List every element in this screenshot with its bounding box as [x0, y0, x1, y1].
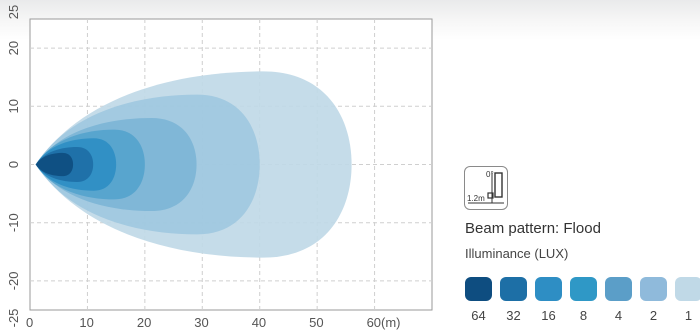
x-tick-label: 30: [194, 315, 208, 330]
illuminance-title: Illuminance (LUX): [465, 246, 569, 261]
mount-height: 1.2m: [467, 194, 485, 203]
legend-value: 64: [471, 308, 486, 323]
legend-swatch: [465, 277, 492, 301]
y-tick-label: -20: [6, 272, 21, 291]
illuminance-legend: 64 32 16 8 4 2 1: [465, 277, 700, 323]
y-tick-label: -10: [6, 213, 21, 232]
legend-swatch: [640, 277, 667, 301]
x-tick-label: 50: [309, 315, 323, 330]
legend-value: 2: [649, 308, 658, 323]
legend-value: 8: [579, 308, 588, 323]
legend-item-32: 32: [500, 277, 527, 323]
legend-item-1: 1: [675, 277, 700, 323]
y-tick-label: 25: [6, 5, 21, 19]
legend-item-2: 2: [640, 277, 667, 323]
legend-item-64: 64: [465, 277, 492, 323]
x-axis-ticks: 0 10 20 30 40 50 60(m): [26, 315, 401, 330]
beam-pattern-label: Beam pattern: Flood: [465, 220, 601, 237]
legend-swatch: [535, 277, 562, 301]
x-tick-label: 20: [137, 315, 151, 330]
legend-swatch: [570, 277, 597, 301]
x-tick-label: 10: [79, 315, 93, 330]
legend-value: 4: [614, 308, 623, 323]
y-tick-label: 0: [6, 161, 21, 168]
beam-chart: 0 10 20 30 40 50 60(m) 25 20 10 0 -10 -20 -25: [6, 5, 433, 330]
mount-angle: 0°: [486, 170, 494, 179]
x-tick-label: 40: [252, 315, 266, 330]
y-axis-ticks: 25 20 10 0 -10 -20 -25: [6, 5, 21, 328]
y-tick-label: 10: [6, 99, 21, 113]
x-tick-label: 60(m): [367, 315, 401, 330]
legend-swatch: [500, 277, 527, 301]
legend-swatch: [605, 277, 632, 301]
legend-item-4: 4: [605, 277, 632, 323]
legend-item-8: 8: [570, 277, 597, 323]
x-tick-label: 0: [26, 315, 33, 330]
y-tick-label: -25: [6, 309, 21, 328]
y-tick-label: 20: [6, 41, 21, 55]
contours: [35, 71, 352, 258]
legend-value: 1: [684, 308, 693, 323]
legend-swatch: [675, 277, 700, 301]
legend-value: 32: [506, 308, 521, 323]
legend-value: 16: [541, 308, 556, 323]
legend-item-16: 16: [535, 277, 562, 323]
contour-64-lux: [35, 152, 74, 177]
mount-height-icon: 0° 1.2m: [464, 166, 508, 210]
